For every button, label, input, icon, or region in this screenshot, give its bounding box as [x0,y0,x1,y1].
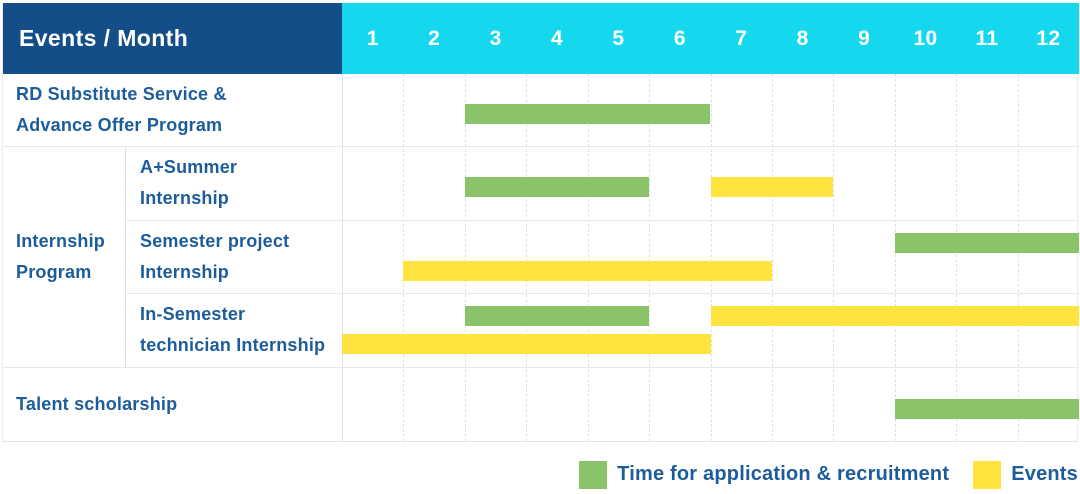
month-header-cell: 12 [1036,26,1061,50]
month-header-cell: 8 [796,26,809,50]
grid-vline-month [1017,74,1019,442]
label-line: Program [16,261,92,282]
row-label-in-semester: In-Semester technician Internship [125,293,342,367]
gantt-body: RD Substitute Service & Advance Offer Pro… [3,74,1079,442]
month-header-cell: 2 [428,26,441,50]
month-header-cell: 10 [913,26,938,50]
events-month-title: Events / Month [19,25,189,51]
month-header-cell: 1 [366,26,379,50]
month-header-cells: 1 2 3 4 5 6 7 8 9 10 11 12 [342,3,1079,74]
grid-hline [3,146,1079,147]
legend-swatch-recruitment [579,460,608,489]
label-line: RD Substitute Service & [16,84,227,104]
recruitment-bar [464,177,650,197]
recruitment-bar [894,399,1079,419]
label-line: technician Internship [140,335,326,355]
row-label-semester-project: Semester project Internship [125,220,342,293]
legend-label: Time for application & recruitment [617,463,950,485]
recruitment-bar [894,233,1079,253]
row-label-a-summer: A+Summer Internship [125,146,342,220]
label-line: Talent scholarship [16,394,178,414]
label-line: Internship [16,230,106,251]
grid-vline-month [649,74,651,442]
events-bar [403,261,772,281]
grid-hline [125,220,1079,221]
month-header-cell: 7 [735,26,748,50]
row-label-talent-scholarship: Talent scholarship [3,367,342,442]
month-header-cell: 5 [612,26,625,50]
legend-swatch-events [973,460,1002,489]
grid-vline-month [587,74,589,442]
grid-vline-group-boundary [125,146,126,367]
legend-item: Time for application & recruitment [579,460,950,489]
grid-vline-label-boundary [342,74,343,442]
events-bar [342,334,711,354]
grid-vline-month [464,74,466,442]
grid-vline-month [526,74,528,442]
legend: Time for application & recruitment Events [579,459,1078,490]
row-label-rd-substitute: RD Substitute Service & Advance Offer Pro… [3,74,342,146]
label-line: Advance Offer Program [16,115,223,135]
gantt-table: Events / Month 1 2 3 4 5 6 7 8 9 10 11 12 RD Substi… [2,3,1079,442]
grid-vline-month [403,74,405,442]
grid-vline-month [771,74,773,442]
label-line: Internship [140,188,230,208]
grid-vline-month [956,74,958,442]
grid-vline-month [710,74,712,442]
grid-hline [125,293,1079,294]
month-header-cell: 4 [550,26,563,50]
month-header-cell: 9 [858,26,871,50]
recruitment-bar [464,104,711,124]
grid-vline-month [833,74,835,442]
month-header-cell: 6 [673,26,686,50]
legend-label: Events [1011,463,1078,485]
label-line: A+Summer [140,157,238,177]
label-line: In-Semester [140,304,246,324]
corner-header-cell: Events / Month [3,3,342,74]
gantt-header-row: Events / Month 1 2 3 4 5 6 7 8 9 10 11 12 [3,3,1079,74]
month-header-cell: 11 [975,26,999,50]
events-bar [710,177,834,197]
legend-item: Events [973,460,1078,489]
grid-vline-month [894,74,896,442]
grid-hline [3,367,1079,368]
recruitment-bar [464,306,650,326]
group-label-internship-program: Internship Program [3,146,125,367]
label-line: Semester project [140,230,290,251]
month-header-cell: 3 [489,26,502,50]
events-bar [710,306,1079,326]
label-line: Internship [140,261,230,282]
